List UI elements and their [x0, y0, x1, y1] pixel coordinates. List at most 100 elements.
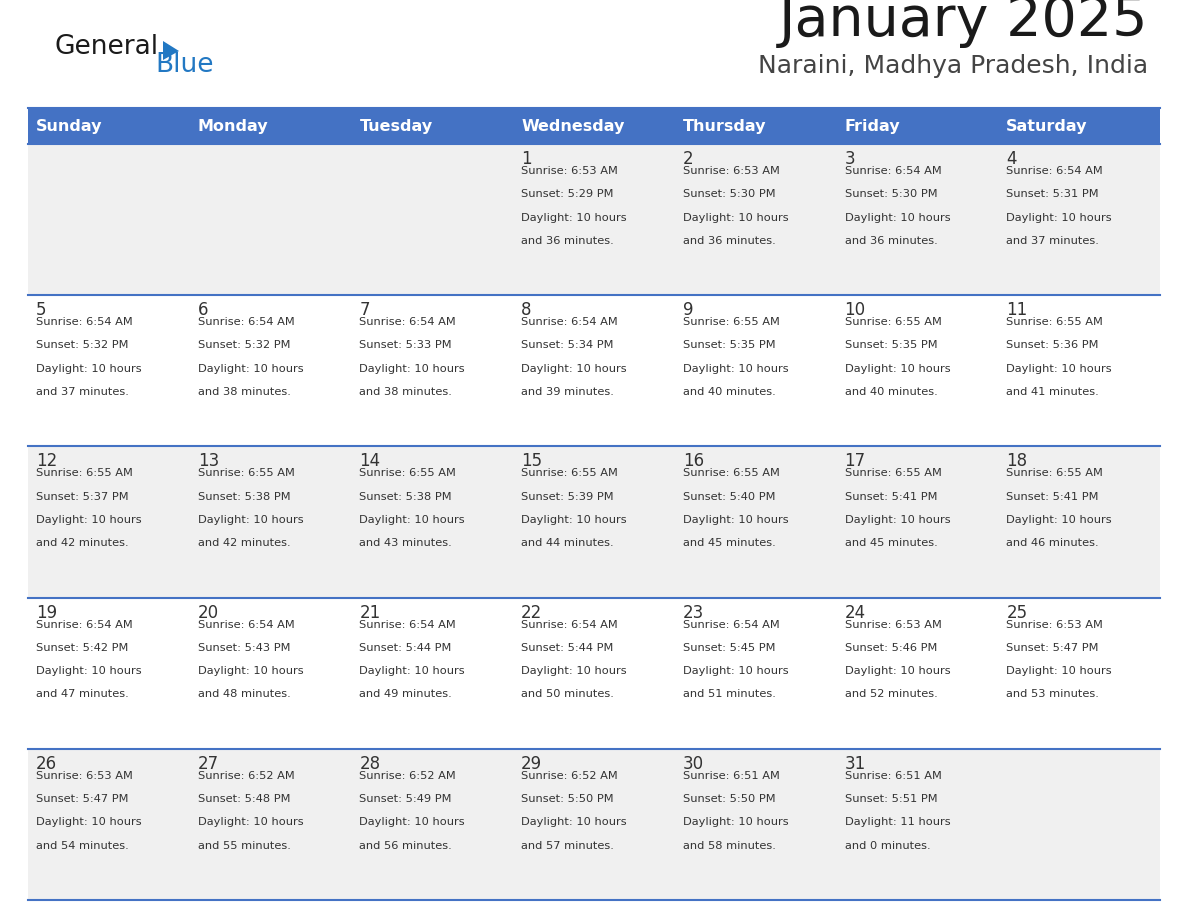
Text: 3: 3 — [845, 150, 855, 168]
Text: Sunrise: 6:55 AM: Sunrise: 6:55 AM — [1006, 318, 1104, 327]
Text: and 36 minutes.: and 36 minutes. — [683, 236, 776, 246]
Text: 29: 29 — [522, 755, 542, 773]
Text: and 43 minutes.: and 43 minutes. — [360, 538, 453, 548]
Text: Sunrise: 6:55 AM: Sunrise: 6:55 AM — [1006, 468, 1104, 478]
Text: Daylight: 10 hours: Daylight: 10 hours — [845, 364, 950, 374]
Text: and 40 minutes.: and 40 minutes. — [683, 387, 776, 397]
Text: and 42 minutes.: and 42 minutes. — [197, 538, 290, 548]
Text: Daylight: 10 hours: Daylight: 10 hours — [683, 213, 789, 222]
Text: Sunrise: 6:51 AM: Sunrise: 6:51 AM — [845, 771, 941, 781]
Text: and 38 minutes.: and 38 minutes. — [197, 387, 291, 397]
Text: Daylight: 10 hours: Daylight: 10 hours — [197, 817, 303, 827]
Text: General: General — [55, 34, 159, 60]
Text: Sunset: 5:32 PM: Sunset: 5:32 PM — [36, 341, 128, 351]
Text: Sunrise: 6:55 AM: Sunrise: 6:55 AM — [36, 468, 133, 478]
Text: Sunrise: 6:54 AM: Sunrise: 6:54 AM — [522, 318, 618, 327]
Text: Sunset: 5:42 PM: Sunset: 5:42 PM — [36, 643, 128, 653]
Text: Sunrise: 6:52 AM: Sunrise: 6:52 AM — [360, 771, 456, 781]
Text: Sunrise: 6:54 AM: Sunrise: 6:54 AM — [1006, 166, 1102, 176]
Text: 9: 9 — [683, 301, 694, 319]
Text: and 49 minutes.: and 49 minutes. — [360, 689, 453, 700]
Text: Blue: Blue — [154, 52, 214, 78]
Text: 22: 22 — [522, 604, 543, 621]
Text: Daylight: 10 hours: Daylight: 10 hours — [360, 364, 465, 374]
Text: Sunset: 5:49 PM: Sunset: 5:49 PM — [360, 794, 451, 804]
Text: 10: 10 — [845, 301, 866, 319]
Text: 5: 5 — [36, 301, 46, 319]
Text: Sunrise: 6:55 AM: Sunrise: 6:55 AM — [845, 318, 941, 327]
Bar — [29, 144, 1159, 296]
Text: Sunrise: 6:51 AM: Sunrise: 6:51 AM — [683, 771, 779, 781]
Text: Sunrise: 6:55 AM: Sunrise: 6:55 AM — [683, 468, 779, 478]
Text: Sunset: 5:44 PM: Sunset: 5:44 PM — [522, 643, 613, 653]
Text: Daylight: 10 hours: Daylight: 10 hours — [683, 515, 789, 525]
Text: Daylight: 10 hours: Daylight: 10 hours — [360, 666, 465, 677]
Text: Sunrise: 6:53 AM: Sunrise: 6:53 AM — [36, 771, 133, 781]
Text: 27: 27 — [197, 755, 219, 773]
Text: and 41 minutes.: and 41 minutes. — [1006, 387, 1099, 397]
Text: and 38 minutes.: and 38 minutes. — [360, 387, 453, 397]
Text: Sunset: 5:47 PM: Sunset: 5:47 PM — [1006, 643, 1099, 653]
Text: 20: 20 — [197, 604, 219, 621]
Text: Sunset: 5:40 PM: Sunset: 5:40 PM — [683, 492, 776, 501]
Text: Sunset: 5:39 PM: Sunset: 5:39 PM — [522, 492, 614, 501]
Text: 21: 21 — [360, 604, 380, 621]
Text: Daylight: 10 hours: Daylight: 10 hours — [36, 817, 141, 827]
Text: Daylight: 10 hours: Daylight: 10 hours — [360, 817, 465, 827]
Text: 26: 26 — [36, 755, 57, 773]
Text: Sunrise: 6:54 AM: Sunrise: 6:54 AM — [360, 318, 456, 327]
Text: Sunset: 5:41 PM: Sunset: 5:41 PM — [845, 492, 937, 501]
Text: 24: 24 — [845, 604, 866, 621]
Text: and 55 minutes.: and 55 minutes. — [197, 841, 291, 851]
Text: Sunrise: 6:54 AM: Sunrise: 6:54 AM — [36, 620, 133, 630]
Text: Daylight: 10 hours: Daylight: 10 hours — [1006, 213, 1112, 222]
Text: Sunrise: 6:54 AM: Sunrise: 6:54 AM — [36, 318, 133, 327]
Text: Daylight: 10 hours: Daylight: 10 hours — [197, 515, 303, 525]
Text: Sunset: 5:29 PM: Sunset: 5:29 PM — [522, 189, 614, 199]
Text: Daylight: 10 hours: Daylight: 10 hours — [683, 364, 789, 374]
Text: Daylight: 10 hours: Daylight: 10 hours — [1006, 515, 1112, 525]
Text: and 57 minutes.: and 57 minutes. — [522, 841, 614, 851]
Bar — [29, 108, 1159, 144]
Text: 11: 11 — [1006, 301, 1028, 319]
Text: and 45 minutes.: and 45 minutes. — [683, 538, 776, 548]
Text: Sunday: Sunday — [36, 118, 102, 133]
Text: Sunset: 5:32 PM: Sunset: 5:32 PM — [197, 341, 290, 351]
Text: Sunrise: 6:52 AM: Sunrise: 6:52 AM — [197, 771, 295, 781]
Text: Sunset: 5:37 PM: Sunset: 5:37 PM — [36, 492, 128, 501]
Text: Sunrise: 6:53 AM: Sunrise: 6:53 AM — [1006, 620, 1104, 630]
Text: and 0 minutes.: and 0 minutes. — [845, 841, 930, 851]
Text: and 36 minutes.: and 36 minutes. — [522, 236, 614, 246]
Text: 13: 13 — [197, 453, 219, 470]
Text: Sunrise: 6:52 AM: Sunrise: 6:52 AM — [522, 771, 618, 781]
Text: Sunset: 5:46 PM: Sunset: 5:46 PM — [845, 643, 937, 653]
Text: 14: 14 — [360, 453, 380, 470]
Text: January 2025: January 2025 — [778, 0, 1148, 48]
Text: Sunrise: 6:54 AM: Sunrise: 6:54 AM — [522, 620, 618, 630]
Text: Sunrise: 6:53 AM: Sunrise: 6:53 AM — [845, 620, 941, 630]
Text: and 58 minutes.: and 58 minutes. — [683, 841, 776, 851]
Text: 7: 7 — [360, 301, 369, 319]
Text: 1: 1 — [522, 150, 532, 168]
Text: 19: 19 — [36, 604, 57, 621]
Text: Sunrise: 6:54 AM: Sunrise: 6:54 AM — [197, 318, 295, 327]
Text: and 51 minutes.: and 51 minutes. — [683, 689, 776, 700]
Text: and 54 minutes.: and 54 minutes. — [36, 841, 128, 851]
Text: Sunset: 5:30 PM: Sunset: 5:30 PM — [683, 189, 776, 199]
Text: Sunset: 5:31 PM: Sunset: 5:31 PM — [1006, 189, 1099, 199]
Text: Sunset: 5:50 PM: Sunset: 5:50 PM — [683, 794, 776, 804]
Text: Sunrise: 6:54 AM: Sunrise: 6:54 AM — [360, 620, 456, 630]
Text: and 40 minutes.: and 40 minutes. — [845, 387, 937, 397]
Text: 12: 12 — [36, 453, 57, 470]
Text: and 42 minutes.: and 42 minutes. — [36, 538, 128, 548]
Text: Daylight: 10 hours: Daylight: 10 hours — [36, 515, 141, 525]
Text: and 37 minutes.: and 37 minutes. — [1006, 236, 1099, 246]
Text: and 52 minutes.: and 52 minutes. — [845, 689, 937, 700]
Text: 18: 18 — [1006, 453, 1028, 470]
Polygon shape — [163, 41, 179, 60]
Text: Sunrise: 6:55 AM: Sunrise: 6:55 AM — [522, 468, 618, 478]
Text: Sunset: 5:51 PM: Sunset: 5:51 PM — [845, 794, 937, 804]
Text: Sunrise: 6:55 AM: Sunrise: 6:55 AM — [845, 468, 941, 478]
Text: and 39 minutes.: and 39 minutes. — [522, 387, 614, 397]
Text: Sunset: 5:36 PM: Sunset: 5:36 PM — [1006, 341, 1099, 351]
